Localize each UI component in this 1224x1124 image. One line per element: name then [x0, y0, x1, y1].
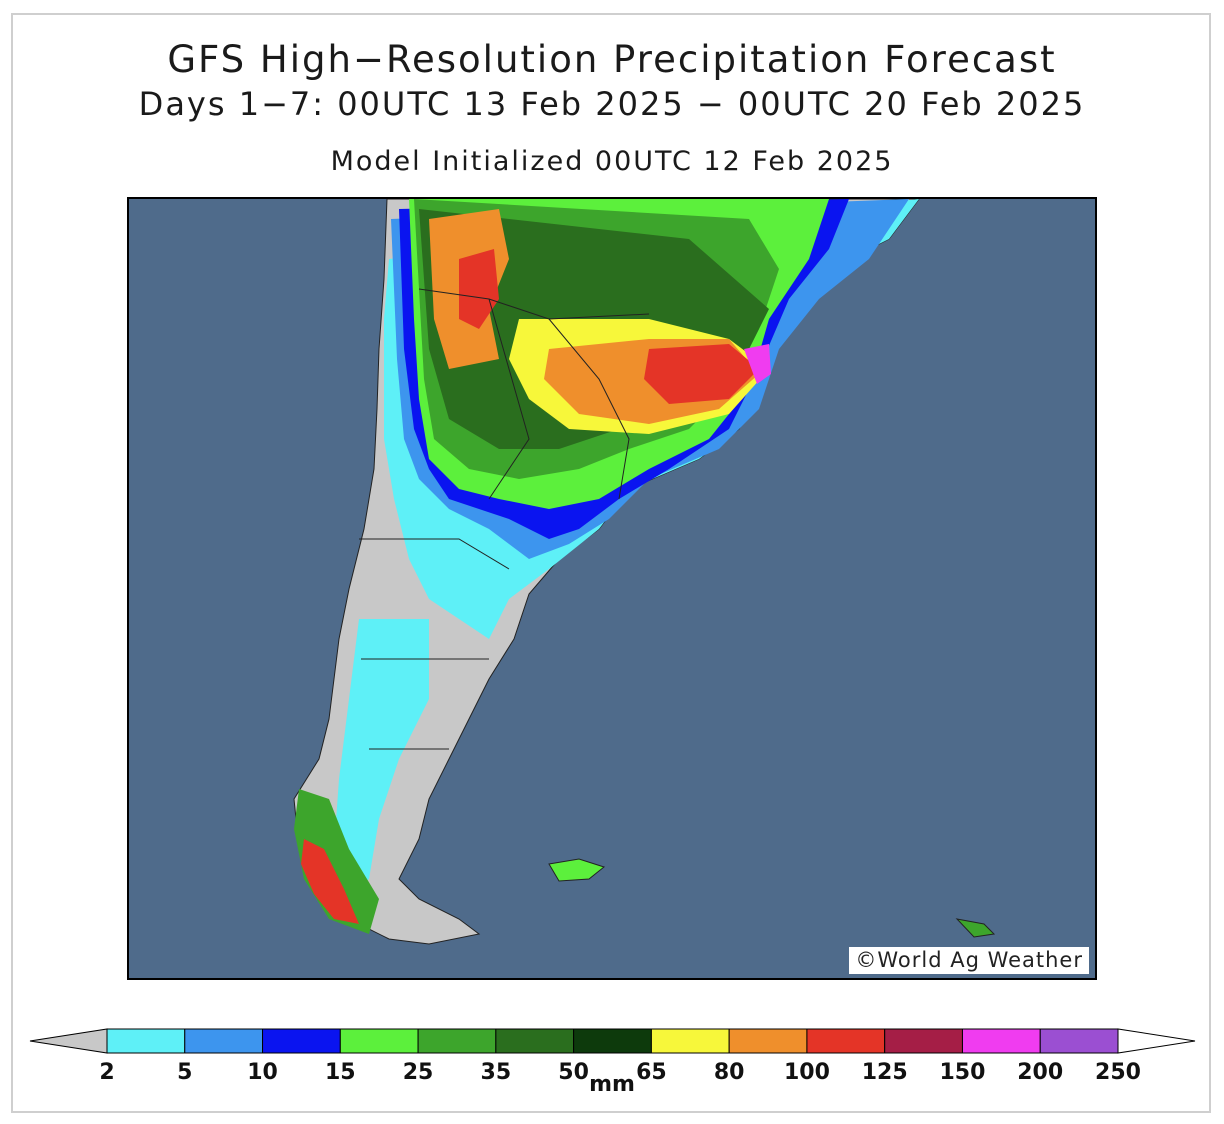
legend-swatch: [184, 1028, 264, 1054]
legend-swatch: [728, 1028, 808, 1054]
forecast-period: Days 1−7: 00UTC 13 Feb 2025 − 00UTC 20 F…: [138, 85, 1086, 123]
legend-swatch: [806, 1028, 886, 1054]
legend-swatch: [262, 1028, 341, 1054]
legend-tick-label: 35: [481, 1060, 512, 1085]
legend-swatch: [106, 1028, 186, 1054]
map-title: GFS High−Resolution Precipitation Foreca…: [167, 38, 1057, 81]
legend-swatch: [495, 1028, 575, 1054]
south-georgia: [955, 918, 996, 938]
legend-swatch: [417, 1028, 497, 1054]
precip-map: ©World Ag Weather: [127, 197, 1097, 980]
precip-100mm: [459, 249, 499, 329]
legend-tick-label: 200: [1017, 1060, 1063, 1085]
precip-150mm: [744, 344, 771, 384]
legend-swatch: [573, 1028, 652, 1054]
legend-tick-label: 150: [939, 1060, 985, 1085]
precip-south-tip: [294, 789, 379, 934]
legend-tick-label: 25: [403, 1060, 434, 1085]
color-legend: 2 5 10 15 25 35 50 65 80 100 125 150 200 250: [29, 1028, 1196, 1085]
legend-tick-label: 65: [636, 1060, 667, 1085]
precip-south-heavy: [301, 839, 359, 924]
credit-label: ©World Ag Weather: [849, 947, 1089, 974]
legend-unit: mm: [589, 1072, 635, 1097]
legend-tick-label: 5: [177, 1060, 192, 1085]
legend-swatch: [650, 1028, 730, 1054]
map-canvas: [293, 199, 996, 945]
legend-above-max-arrow: [1117, 1028, 1196, 1054]
legend-tick-label: 15: [325, 1060, 356, 1085]
legend-tick-label: 2: [99, 1060, 114, 1085]
legend-swatch: [339, 1028, 419, 1054]
legend-swatch: [1039, 1028, 1119, 1054]
legend-ticks: 2 5 10 15 25 35 50 65 80 100 125 150 200 250: [99, 1060, 1141, 1085]
legend-tick-label: 10: [247, 1060, 278, 1085]
model-init-time: Model Initialized 00UTC 12 Feb 2025: [330, 146, 894, 177]
legend-tick-label: 100: [784, 1060, 830, 1085]
falkland-islands: [548, 858, 606, 882]
legend-swatch: [884, 1028, 963, 1054]
legend-tick-label: 80: [714, 1060, 745, 1085]
legend-tick-label: 125: [862, 1060, 908, 1085]
legend-tick-label: 50: [558, 1060, 589, 1085]
legend-tick-label: 250: [1095, 1060, 1141, 1085]
legend-segments: [29, 1028, 1196, 1054]
legend-swatch: [961, 1028, 1041, 1054]
legend-below-min-arrow: [29, 1028, 108, 1054]
precip-100mm-east: [644, 344, 759, 404]
precip-patagonia-5mm: [334, 619, 429, 889]
province-borders: [359, 288, 650, 750]
